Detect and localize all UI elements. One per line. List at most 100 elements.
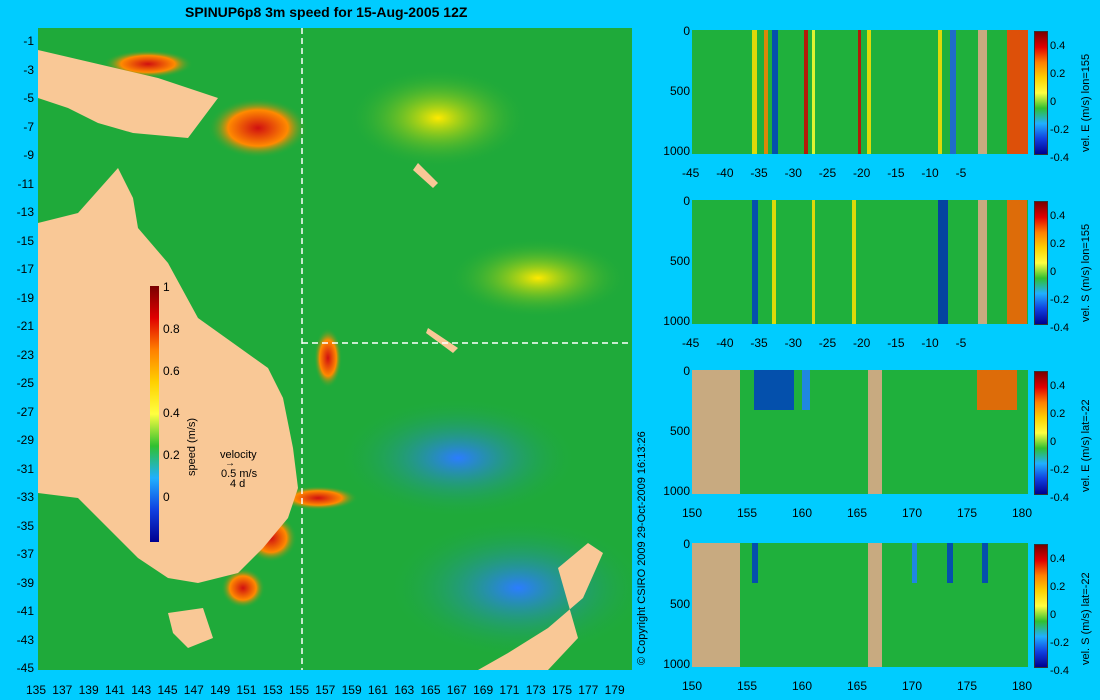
velocity-band <box>812 200 815 324</box>
map-svg <box>38 28 632 670</box>
colorbar-tick: 0.2 <box>1050 238 1066 250</box>
colorbar-tick: 0.2 <box>1050 68 1066 80</box>
latitude-tick: -35 <box>16 518 34 533</box>
section-land <box>868 370 882 494</box>
x-tick: -30 <box>784 166 802 180</box>
x-tick: 160 <box>792 679 813 693</box>
x-tick: -35 <box>750 166 768 180</box>
colorbar-tick: -0.4 <box>1050 492 1069 504</box>
colorbar-tick: -0.2 <box>1050 294 1069 306</box>
latitude-tick: -19 <box>16 290 34 305</box>
velocity-colorbar <box>1034 31 1048 155</box>
longitude-tick: 177 <box>578 683 599 697</box>
velocity-band <box>938 200 948 324</box>
depth-tick: 0 <box>683 537 690 551</box>
colorbar-tick: 0.4 <box>1050 553 1066 565</box>
velocity-band <box>772 30 778 154</box>
copyright-text: © Copyright CSIRO 2009 29-Oct-2009 16:13… <box>636 431 648 665</box>
latitude-tick: -25 <box>16 376 34 390</box>
panel-label: vel. S (m/s) lon=155 <box>1080 223 1092 322</box>
section-panel[interactable] <box>692 370 1028 494</box>
png-eddy <box>208 98 308 158</box>
latitude-tick: -43 <box>16 632 34 647</box>
velocity-band <box>950 30 956 154</box>
x-tick: 155 <box>737 679 758 693</box>
section-land <box>692 543 740 667</box>
section-panel[interactable] <box>692 200 1028 324</box>
latitude-tick: -17 <box>16 262 34 276</box>
depth-tick: 0 <box>683 194 690 208</box>
longitude-tick: 149 <box>210 683 231 697</box>
velocity-colorbar <box>1034 371 1048 495</box>
longitude-tick: 141 <box>104 683 125 697</box>
speed-tick: 0.2 <box>163 448 180 462</box>
colorbar-tick: 0 <box>1050 609 1057 621</box>
x-tick: 165 <box>847 506 868 520</box>
longitude-tick: 153 <box>262 683 283 697</box>
velocity-band <box>752 30 757 154</box>
colorbar-tick: 0 <box>1050 96 1057 108</box>
section-panel[interactable] <box>692 543 1028 667</box>
x-tick: 150 <box>682 506 703 520</box>
latitude-tick: -33 <box>16 490 34 504</box>
solomon-high-speed <box>348 68 528 168</box>
longitude-tick: 151 <box>236 683 257 697</box>
australia-land <box>38 168 298 583</box>
colorbar-tick: -0.4 <box>1050 665 1069 677</box>
section-panel[interactable] <box>692 30 1028 154</box>
latitude-tick: -7 <box>23 119 34 134</box>
x-tick: -15 <box>887 166 905 180</box>
x-tick: 170 <box>902 506 923 520</box>
x-tick: 180 <box>1012 506 1033 520</box>
section-land <box>978 30 987 154</box>
velocity-band <box>852 200 856 324</box>
colorbar-tick: -0.2 <box>1050 124 1069 136</box>
velocity-key-speed: 0.5 m/s <box>221 468 258 480</box>
x-tick: -10 <box>921 166 939 180</box>
depth-tick: 0 <box>683 24 690 38</box>
velocity-band <box>947 543 953 583</box>
latitude-tick: -9 <box>23 148 34 162</box>
latitude-tick: -41 <box>16 604 34 618</box>
longitude-tick: 171 <box>499 683 520 697</box>
velocity-band <box>752 543 758 583</box>
latitude-tick: -37 <box>16 547 34 561</box>
tasmania-land <box>168 608 213 648</box>
longitude-tick: 137 <box>52 683 73 697</box>
speed-map[interactable]: 1 0.8 0.6 0.4 0.2 0 speed (m/s) velocity… <box>38 28 632 670</box>
velocity-band <box>804 30 808 154</box>
x-tick: -20 <box>853 336 871 350</box>
latitude-tick: -13 <box>16 205 34 219</box>
velocity-band <box>772 200 776 324</box>
latitude-tick: -5 <box>23 91 34 105</box>
colorbar-tick: -0.4 <box>1050 152 1069 164</box>
new-caledonia <box>426 328 458 353</box>
longitude-tick: 165 <box>420 683 441 697</box>
depth-tick: 500 <box>669 424 690 438</box>
depth-tick: 1000 <box>663 144 690 158</box>
x-tick: -10 <box>921 336 939 350</box>
x-tick: -20 <box>853 166 871 180</box>
velocity-band <box>938 30 942 154</box>
velocity-band <box>867 30 871 154</box>
panel-label: vel. E (m/s) lat=-22 <box>1080 399 1092 492</box>
eac-core <box>314 328 342 388</box>
longitude-tick: 167 <box>446 683 467 697</box>
eac-jet <box>278 486 358 510</box>
longitude-tick: 135 <box>26 683 47 697</box>
x-tick: -35 <box>750 336 768 350</box>
speed-colorbar <box>150 286 159 542</box>
colorbar-tick: 0.4 <box>1050 40 1066 52</box>
latitude-tick: -23 <box>16 347 34 362</box>
panel-label: vel. E (m/s) lon=155 <box>1080 53 1092 152</box>
velocity-band <box>982 543 988 583</box>
latitude-tick: -45 <box>16 661 34 675</box>
velocity-band <box>912 543 917 583</box>
depth-tick: 1000 <box>663 484 690 498</box>
longitude-tick: 173 <box>525 683 546 697</box>
colorbar-tick: 0.2 <box>1050 408 1066 420</box>
velocity-key-time: 4 d <box>230 478 246 490</box>
solomon-islands <box>413 163 438 188</box>
latitude-tick: -11 <box>17 176 34 191</box>
velocity-band <box>764 30 768 154</box>
